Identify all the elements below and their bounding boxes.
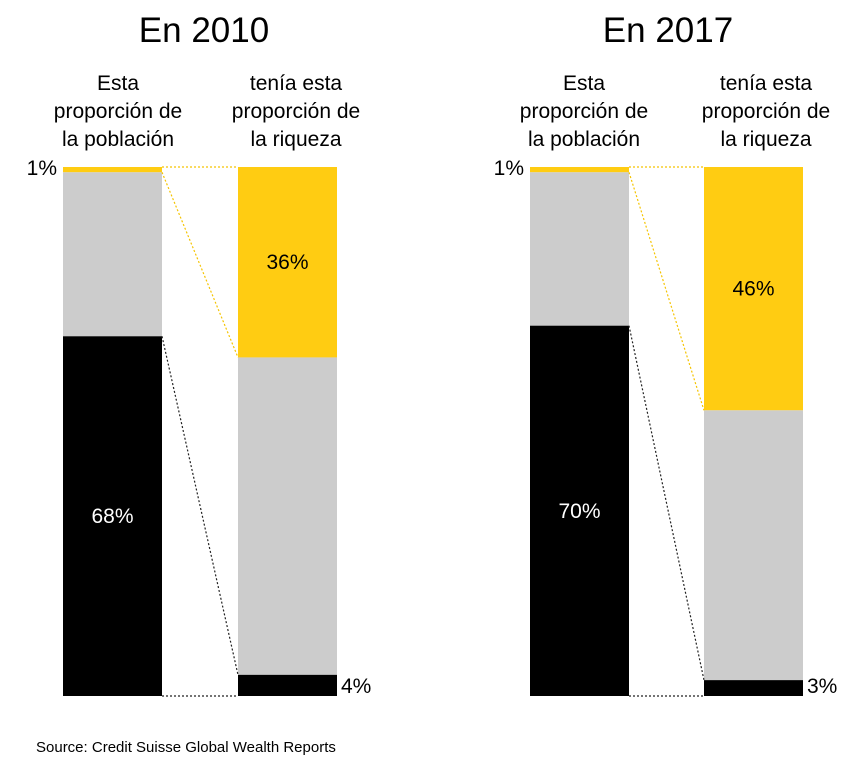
chart-title: En 2017 — [603, 11, 733, 50]
chart-title: En 2010 — [139, 11, 269, 50]
wealth-bottom-label: 4% — [341, 675, 371, 698]
wealth-bottom-segment — [238, 674, 337, 696]
connector-top-lower — [628, 172, 705, 411]
wealth-top-segment — [238, 167, 337, 358]
wealth-top-label: 46% — [732, 278, 774, 301]
population-top-label: 1% — [494, 157, 524, 180]
wealth-middle-segment — [238, 357, 337, 675]
wealth-top-segment — [704, 167, 803, 411]
source-note: Source: Credit Suisse Global Wealth Repo… — [36, 739, 336, 756]
wealth-column-label: tenía esta proporción de la riqueza — [702, 72, 830, 151]
wealth-bottom-label: 3% — [807, 675, 837, 698]
population-bottom-segment — [63, 336, 162, 696]
chart-panel-2: En 2017 Esta proporción de la población tení… — [494, 11, 838, 698]
wealth-column-label: tenía esta proporción de la riqueza — [232, 72, 360, 151]
population-bottom-label: 68% — [91, 505, 133, 528]
connector-top-lower — [161, 172, 239, 358]
population-column-label: Esta proporción de la población — [54, 72, 182, 151]
chart-panel-1: En 2010 Esta proporción de la población tení… — [27, 11, 372, 698]
population-column-label: Esta proporción de la población — [520, 72, 648, 151]
population-top-label: 1% — [27, 157, 57, 180]
wealth-middle-segment — [704, 410, 803, 681]
population-bottom-label: 70% — [558, 500, 600, 523]
population-bottom-segment — [530, 325, 629, 696]
wealth-bottom-segment — [704, 680, 803, 696]
wealth-top-label: 36% — [266, 251, 308, 274]
connector-bottom-upper — [628, 325, 705, 681]
population-top-segment — [63, 167, 162, 173]
population-middle-segment — [63, 172, 162, 337]
population-top-segment — [530, 167, 629, 173]
connector-bottom-upper — [161, 336, 239, 675]
population-middle-segment — [530, 172, 629, 326]
